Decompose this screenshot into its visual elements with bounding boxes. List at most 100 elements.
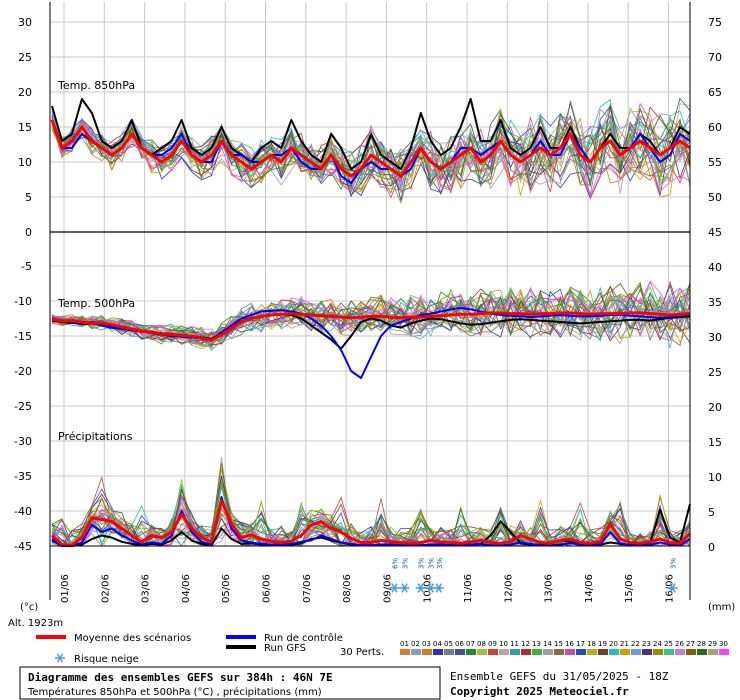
tick-left: 0 bbox=[25, 226, 32, 239]
ensemble-member-line bbox=[51, 101, 691, 187]
pert-number: 14 bbox=[543, 640, 552, 648]
tick-right: 70 bbox=[708, 51, 722, 64]
snow-pct: 3% bbox=[402, 558, 410, 569]
snowflake-icon bbox=[433, 583, 444, 593]
ensemble-member-line bbox=[51, 116, 691, 199]
t850-control-line bbox=[51, 119, 691, 184]
tick-right: 65 bbox=[708, 86, 722, 99]
precip-mean-line bbox=[50, 499, 692, 547]
footer-subtitle: Températures 850hPa et 500hPa (°C) , pré… bbox=[27, 686, 322, 698]
date-label: 15/06 bbox=[624, 574, 635, 603]
snowflake-icon bbox=[399, 583, 410, 593]
pert-number: 24 bbox=[653, 640, 662, 648]
pert-swatch bbox=[444, 649, 454, 655]
date-label: 01/06 bbox=[60, 574, 71, 603]
date-label: 06/06 bbox=[262, 574, 273, 603]
pert-swatch bbox=[400, 649, 410, 655]
unit-right: (mm) bbox=[708, 602, 735, 613]
snowflake-icon bbox=[389, 583, 400, 593]
ensemble-member-line bbox=[51, 483, 691, 547]
ensemble-member-line bbox=[51, 123, 691, 197]
date-label: 12/06 bbox=[503, 574, 514, 603]
unit-left: (°c) bbox=[20, 602, 38, 613]
legend-mean-label: Moyenne des scénarios bbox=[74, 632, 191, 644]
tick-right: 50 bbox=[708, 191, 722, 204]
snowflake-icon bbox=[55, 653, 65, 663]
tick-right: 5 bbox=[708, 506, 715, 519]
tick-right: 55 bbox=[708, 156, 722, 169]
axes bbox=[49, 2, 691, 600]
date-label: 08/06 bbox=[342, 574, 353, 603]
pert-number: 25 bbox=[664, 640, 673, 648]
legend-control-label: Run de contrôle bbox=[264, 632, 343, 644]
date-label: 09/06 bbox=[382, 574, 393, 603]
pert-swatch bbox=[510, 649, 520, 655]
tick-right: 30 bbox=[708, 331, 722, 344]
pert-number: 05 bbox=[444, 640, 453, 648]
tick-left: 30 bbox=[18, 16, 32, 29]
ensemble-member-line bbox=[51, 118, 691, 194]
pert-swatch bbox=[664, 649, 674, 655]
date-label: 03/06 bbox=[141, 574, 152, 603]
date-label: 14/06 bbox=[584, 574, 595, 603]
pert-swatch bbox=[466, 649, 476, 655]
pert-number: 02 bbox=[411, 640, 420, 648]
pert-swatch bbox=[422, 649, 432, 655]
pert-number: 12 bbox=[521, 640, 530, 648]
snow-pct: 3% bbox=[670, 558, 678, 569]
tick-labels: 302520151050-5-10-15-20-25-30-35-40-4575… bbox=[14, 16, 722, 603]
tick-left: -20 bbox=[14, 365, 32, 378]
pert-number: 20 bbox=[609, 640, 618, 648]
tick-left: -15 bbox=[14, 330, 32, 343]
pert-swatch bbox=[488, 649, 498, 655]
pert-number: 16 bbox=[565, 640, 574, 648]
tick-right: 25 bbox=[708, 366, 722, 379]
pert-swatch bbox=[433, 649, 443, 655]
pert-number: 10 bbox=[499, 640, 508, 648]
tick-left: -35 bbox=[14, 470, 32, 483]
footer-box bbox=[19, 666, 441, 700]
precip-control-line bbox=[51, 496, 691, 547]
pert-swatch bbox=[620, 649, 630, 655]
pert-swatch bbox=[675, 649, 685, 655]
legend-gfs-label: Run GFS bbox=[264, 643, 306, 654]
tick-right: 10 bbox=[708, 471, 722, 484]
tick-left: -10 bbox=[14, 295, 32, 308]
tick-right: 45 bbox=[708, 226, 722, 239]
pert-number: 11 bbox=[510, 640, 519, 648]
pert-swatch bbox=[631, 649, 641, 655]
tick-right: 0 bbox=[708, 541, 715, 554]
footer-ensemble: Ensemble GEFS du 31/05/2025 - 18Z bbox=[450, 670, 669, 683]
pert-number: 06 bbox=[455, 640, 464, 648]
footer-copyright: Copyright 2025 Meteociel.fr bbox=[450, 685, 629, 698]
tick-left: 10 bbox=[18, 156, 32, 169]
pert-number: 23 bbox=[642, 640, 651, 648]
grid bbox=[50, 2, 690, 547]
snow-pct: 3% bbox=[436, 558, 444, 569]
snowflake-icon bbox=[415, 583, 426, 593]
tick-left: -25 bbox=[14, 400, 32, 413]
snow-pct: 3% bbox=[428, 558, 436, 569]
tick-left: 15 bbox=[18, 121, 32, 134]
pert-number: 03 bbox=[422, 640, 431, 648]
pert-swatch bbox=[411, 649, 421, 655]
pert-swatch bbox=[686, 649, 696, 655]
ensemble-member-line bbox=[51, 118, 691, 196]
pert-swatch bbox=[576, 649, 586, 655]
pert-swatch bbox=[598, 649, 608, 655]
pert-number: 30 bbox=[719, 640, 728, 648]
tick-right: 35 bbox=[708, 296, 722, 309]
tick-left: 5 bbox=[25, 191, 32, 204]
t500-mean-line bbox=[51, 311, 691, 342]
pert-swatch bbox=[609, 649, 619, 655]
pert-number: 01 bbox=[400, 640, 409, 648]
snow-pct: 3% bbox=[418, 558, 426, 569]
tick-left: -45 bbox=[14, 540, 32, 553]
legend-snow-label: Risque neige bbox=[74, 654, 139, 665]
tick-left: -30 bbox=[14, 435, 32, 448]
pert-number: 29 bbox=[708, 640, 717, 648]
pert-swatch bbox=[532, 649, 542, 655]
pert-swatch bbox=[719, 649, 729, 655]
pert-number: 28 bbox=[697, 640, 706, 648]
